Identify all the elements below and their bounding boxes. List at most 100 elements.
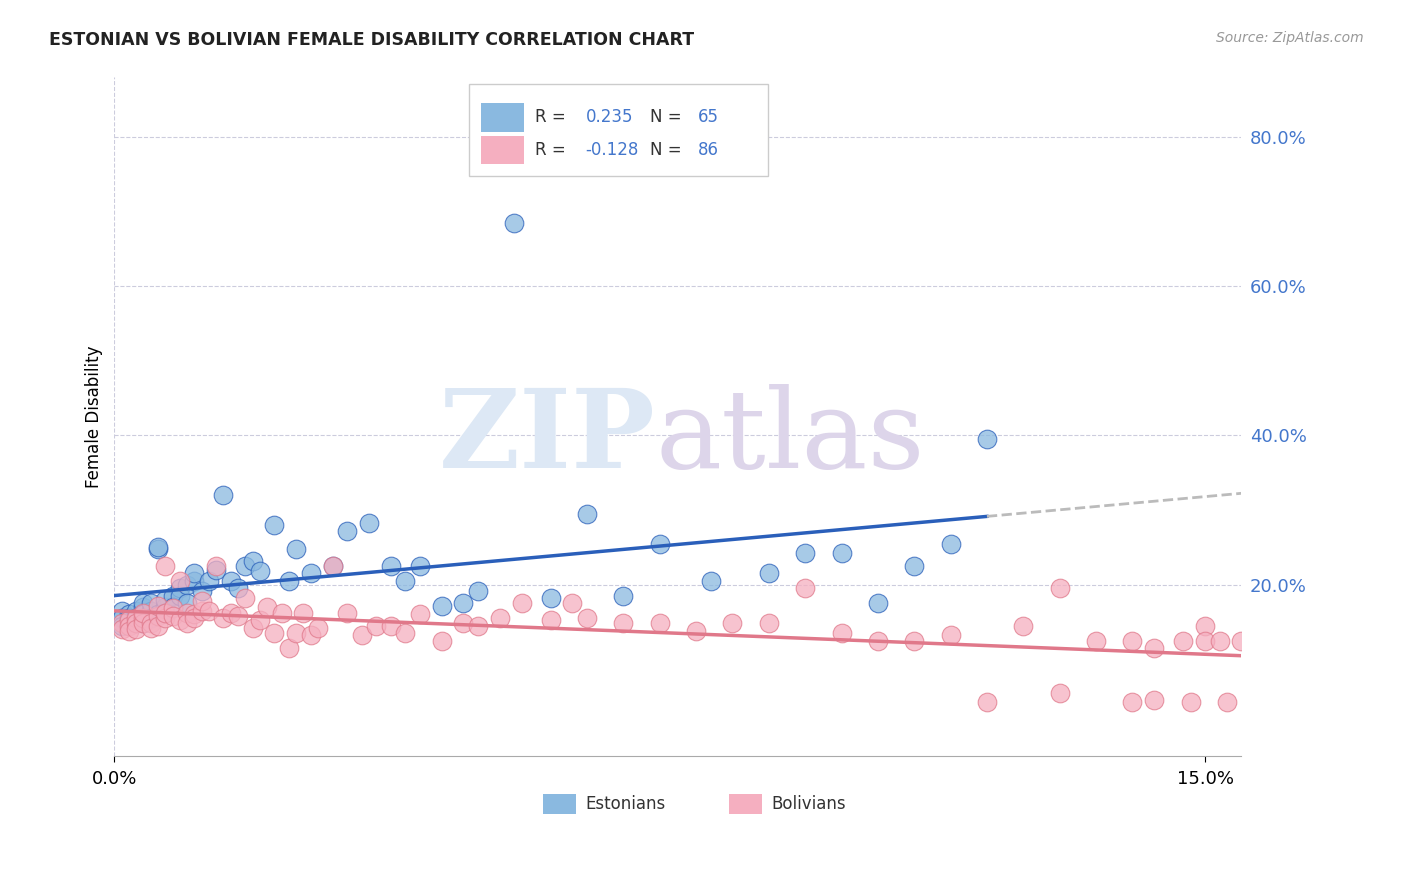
Point bbox=[212, 488, 235, 502]
Point bbox=[118, 614, 141, 628]
Point bbox=[292, 606, 315, 620]
Point bbox=[242, 621, 264, 635]
Point bbox=[125, 604, 148, 618]
Point bbox=[176, 616, 198, 631]
Point bbox=[903, 633, 925, 648]
Point bbox=[205, 559, 228, 574]
Point bbox=[139, 621, 162, 635]
FancyBboxPatch shape bbox=[543, 794, 576, 814]
Point bbox=[1194, 633, 1216, 648]
Point bbox=[190, 594, 212, 608]
Text: 65: 65 bbox=[699, 109, 720, 127]
Point bbox=[125, 616, 148, 631]
Point bbox=[1143, 693, 1166, 707]
Point bbox=[503, 216, 526, 230]
Point bbox=[162, 609, 184, 624]
Point bbox=[169, 574, 191, 588]
Point bbox=[409, 607, 432, 622]
Point bbox=[233, 559, 256, 574]
Point bbox=[1216, 696, 1239, 710]
Point bbox=[132, 607, 155, 622]
Point bbox=[162, 589, 184, 603]
Point bbox=[226, 582, 249, 596]
Point bbox=[903, 559, 925, 574]
Point bbox=[1049, 686, 1071, 700]
Point bbox=[242, 554, 264, 568]
Point bbox=[132, 616, 155, 631]
Point bbox=[453, 616, 475, 631]
Text: R =: R = bbox=[534, 141, 571, 159]
Point bbox=[162, 601, 184, 615]
Point bbox=[125, 611, 148, 625]
Point bbox=[540, 614, 562, 628]
Point bbox=[132, 606, 155, 620]
Point bbox=[510, 596, 533, 610]
Point bbox=[249, 564, 271, 578]
Point bbox=[146, 541, 169, 555]
Point bbox=[394, 626, 416, 640]
Point bbox=[299, 628, 322, 642]
Point bbox=[190, 604, 212, 618]
Point bbox=[866, 633, 889, 648]
Point bbox=[350, 628, 373, 642]
Text: atlas: atlas bbox=[655, 384, 925, 491]
Point bbox=[146, 541, 169, 556]
Point bbox=[1173, 633, 1195, 648]
Point bbox=[270, 606, 292, 620]
Point bbox=[132, 599, 155, 614]
Point bbox=[758, 616, 780, 631]
Point bbox=[467, 583, 489, 598]
Point bbox=[146, 618, 169, 632]
Point bbox=[183, 607, 205, 622]
FancyBboxPatch shape bbox=[728, 794, 762, 814]
Point bbox=[1208, 633, 1230, 648]
Point bbox=[176, 606, 198, 620]
Point bbox=[409, 559, 432, 574]
Point bbox=[226, 609, 249, 624]
Point bbox=[576, 611, 599, 625]
Point bbox=[794, 582, 817, 596]
FancyBboxPatch shape bbox=[481, 136, 523, 164]
Point bbox=[721, 616, 744, 631]
Point bbox=[394, 574, 416, 588]
Point bbox=[111, 623, 134, 637]
Point bbox=[285, 626, 308, 640]
Point bbox=[139, 616, 162, 631]
Point bbox=[1049, 582, 1071, 596]
Point bbox=[1194, 618, 1216, 632]
Point bbox=[146, 607, 169, 622]
Point bbox=[794, 546, 817, 560]
Point bbox=[299, 566, 322, 581]
Point bbox=[155, 559, 177, 574]
Point bbox=[1085, 633, 1108, 648]
Point bbox=[118, 611, 141, 625]
Point bbox=[190, 583, 212, 598]
Point bbox=[169, 582, 191, 596]
Point bbox=[132, 616, 155, 631]
Point bbox=[125, 623, 148, 637]
Text: Estonians: Estonians bbox=[585, 795, 666, 813]
Text: 0.235: 0.235 bbox=[585, 109, 633, 127]
Point bbox=[336, 606, 359, 620]
FancyBboxPatch shape bbox=[470, 84, 768, 176]
FancyBboxPatch shape bbox=[481, 103, 523, 132]
Point bbox=[263, 518, 285, 533]
Point bbox=[939, 628, 962, 642]
Text: -0.128: -0.128 bbox=[585, 141, 638, 159]
Point bbox=[132, 596, 155, 610]
Point bbox=[155, 611, 177, 625]
Point bbox=[366, 618, 388, 632]
Point bbox=[685, 624, 707, 638]
Point bbox=[277, 574, 299, 588]
Point bbox=[699, 574, 721, 588]
Point bbox=[118, 615, 141, 629]
Text: 86: 86 bbox=[699, 141, 720, 159]
Point bbox=[139, 604, 162, 618]
Point bbox=[233, 591, 256, 605]
Point bbox=[322, 559, 344, 574]
Point bbox=[307, 621, 329, 635]
Point bbox=[169, 614, 191, 628]
Point bbox=[176, 596, 198, 610]
Point bbox=[336, 524, 359, 538]
Text: ESTONIAN VS BOLIVIAN FEMALE DISABILITY CORRELATION CHART: ESTONIAN VS BOLIVIAN FEMALE DISABILITY C… bbox=[49, 31, 695, 49]
